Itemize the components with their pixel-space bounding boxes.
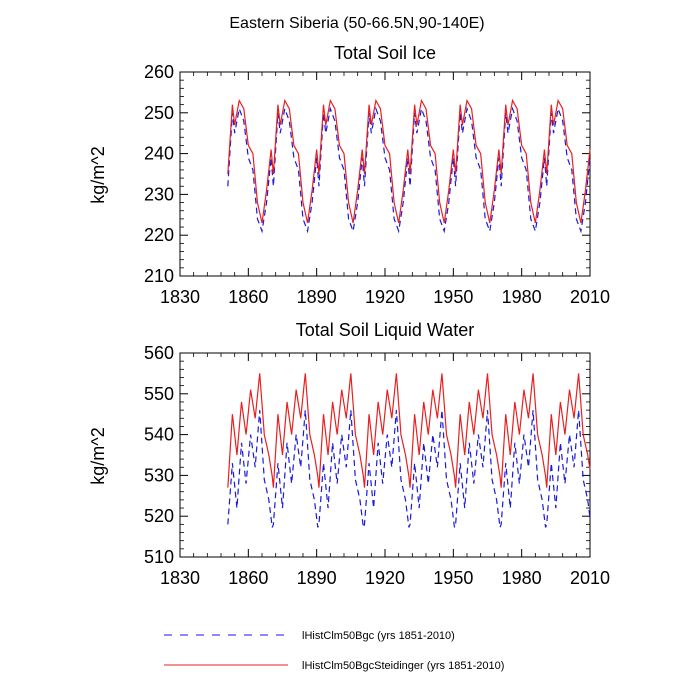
soil-liquid-water-xtick-label-2010: 2010 <box>570 568 610 588</box>
legend-label-lHistClm50BgcSteidinger: lHistClm50BgcSteidinger (yrs 1851-2010) <box>302 660 504 672</box>
soil-liquid-water-xtick-label-1920: 1920 <box>365 568 405 588</box>
panel-title-total-soil-liquid-water: Total Soil Liquid Water <box>296 320 474 340</box>
soil-liquid-water-ytick-label-540: 540 <box>144 425 174 445</box>
soil-ice-ytick-label-210: 210 <box>144 266 174 286</box>
panel-total-soil-ice: Total Soil Ice kg/m^2 1830 1860 1890 1920 19… <box>88 43 610 307</box>
soil-ice-xtick-label-1890: 1890 <box>297 287 337 307</box>
series-group-soil-ice <box>227 98 591 234</box>
soil-ice-ytick-label-250: 250 <box>144 103 174 123</box>
soil-ice-xtick-label-2010: 2010 <box>570 287 610 307</box>
y-axis-label-soil-liquid-water: kg/m^2 <box>88 427 108 484</box>
soil-liquid-water-ytick-label-550: 550 <box>144 384 174 404</box>
soil-ice-xtick-label-1860: 1860 <box>228 287 268 307</box>
soil-ice-ytick-label-230: 230 <box>144 184 174 204</box>
soil-liquid-water-series-lHistClm50Bgc <box>227 410 591 528</box>
soil-ice-ytick-label-260: 260 <box>144 62 174 82</box>
soil-liquid-water-xtick-label-1980: 1980 <box>502 568 542 588</box>
soil-liquid-water-xtick-label-1860: 1860 <box>228 568 268 588</box>
soil-liquid-water-xtick-label-1890: 1890 <box>297 568 337 588</box>
soil-liquid-water-ytick-label-530: 530 <box>144 465 174 485</box>
soil-ice-series-lHistClm50Bgc <box>227 106 591 234</box>
soil-liquid-water-ytick-label-510: 510 <box>144 547 174 567</box>
soil-ice-xtick-label-1980: 1980 <box>502 287 542 307</box>
soil-liquid-water-xtick-label-1950: 1950 <box>433 568 473 588</box>
figure-suptitle: Eastern Siberia (50-66.5N,90-140E) <box>229 15 484 32</box>
panel-total-soil-liquid-water: Total Soil Liquid Water kg/m^2 1830 1860 1… <box>88 320 610 588</box>
series-group-soil-liquid-water <box>227 373 591 528</box>
soil-liquid-water-xtick-label-1830: 1830 <box>160 568 200 588</box>
soil-ice-xtick-label-1830: 1830 <box>160 287 200 307</box>
soil-liquid-water-series-lHistClm50BgcSteidinger <box>227 373 591 488</box>
soil-ice-xtick-label-1920: 1920 <box>365 287 405 307</box>
soil-liquid-water-ytick-label-560: 560 <box>144 343 174 363</box>
soil-ice-ytick-label-240: 240 <box>144 144 174 164</box>
panel-title-total-soil-ice: Total Soil Ice <box>334 43 436 63</box>
soil-ice-series-lHistClm50BgcSteidinger <box>227 98 591 224</box>
legend-label-lHistClm50Bgc: lHistClm50Bgc (yrs 1851-2010) <box>302 630 455 642</box>
ticks-soil-liquid-water: 1830 1860 1890 1920 1950 1980 2010 510 520 530 540… <box>144 343 610 588</box>
soil-liquid-water-ytick-label-520: 520 <box>144 506 174 526</box>
ticks-soil-ice: 1830 1860 1890 1920 1950 1980 2010 210 220 230 240… <box>144 62 610 307</box>
soil-ice-xtick-label-1950: 1950 <box>433 287 473 307</box>
legend: lHistClm50Bgc (yrs 1851-2010) lHistClm50… <box>164 630 504 672</box>
y-axis-label-soil-ice: kg/m^2 <box>88 146 108 203</box>
soil-ice-ytick-label-220: 220 <box>144 225 174 245</box>
